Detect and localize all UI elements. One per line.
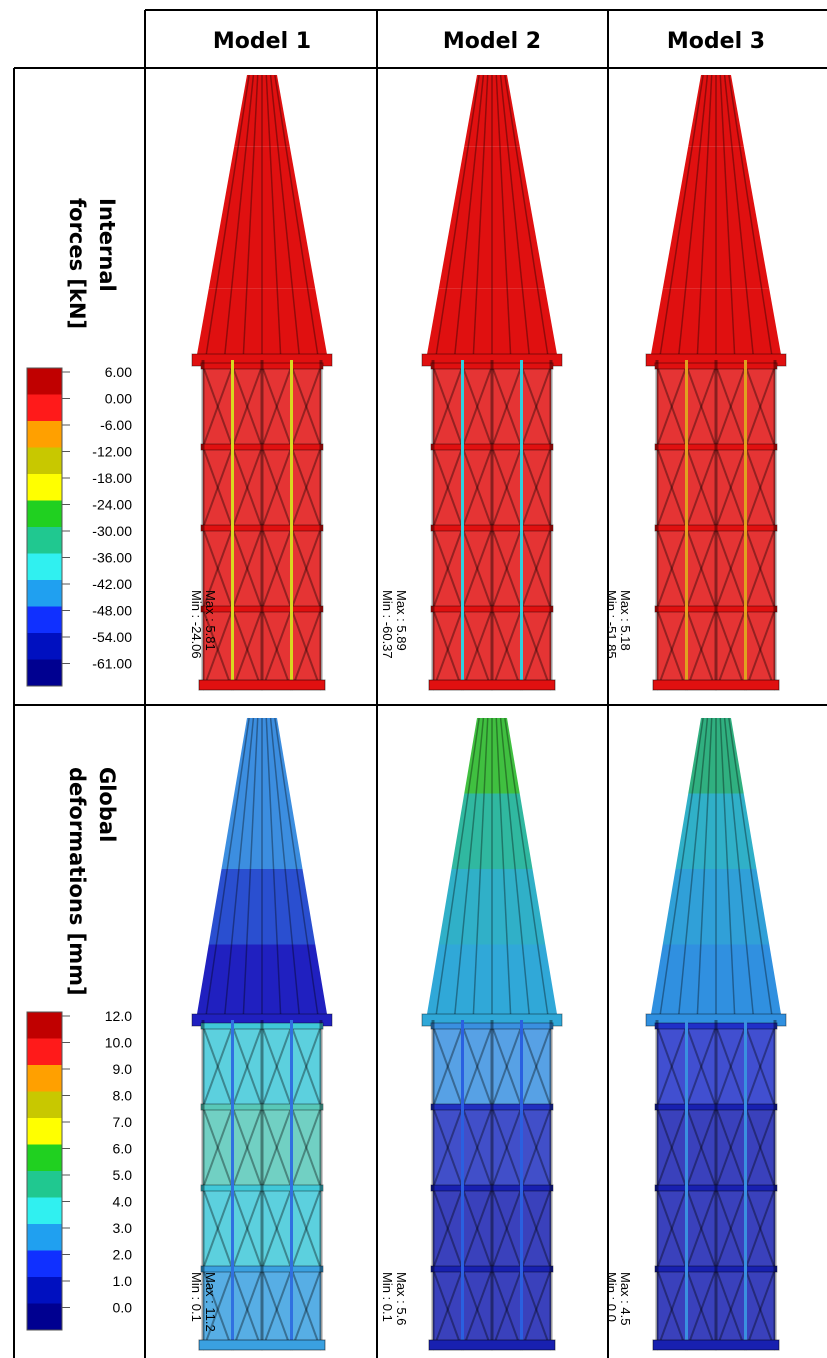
max-value: Max : 11.2 (203, 1272, 218, 1332)
legend-swatch (27, 1171, 62, 1198)
legend-swatch (27, 501, 62, 528)
tower-base (199, 1340, 325, 1350)
row-label: forces [kN] (65, 198, 89, 329)
column-header: Model 2 (443, 29, 541, 54)
legend-swatch (27, 1145, 62, 1172)
min-value: Min : 0.0 (604, 1272, 619, 1322)
legend-swatch (27, 1251, 62, 1278)
legend-swatch (27, 448, 62, 475)
row-label: deformations [mm] (65, 767, 89, 996)
tower-model (646, 718, 786, 1350)
tower-base (199, 680, 325, 690)
legend-label: 5.0 (113, 1167, 133, 1183)
legend-swatch (27, 554, 62, 581)
legend-label: 6.00 (105, 364, 132, 380)
legend-label: 2.0 (113, 1247, 133, 1263)
tower-base (653, 680, 779, 690)
legend-label: 3.0 (113, 1220, 133, 1236)
legend-label: -18.00 (92, 470, 132, 486)
legend-swatch (27, 607, 62, 634)
legend-label: -30.00 (92, 523, 132, 539)
legend-label: -48.00 (92, 603, 132, 619)
legend-label: 0.00 (105, 391, 132, 407)
min-value: Min : -51.85 (604, 590, 619, 659)
max-value: Max : 5.81 (203, 590, 218, 651)
legend-label: 9.0 (113, 1061, 133, 1077)
tower-model (422, 718, 562, 1350)
min-value: Min : -60.37 (380, 590, 395, 659)
row-label: Global (95, 767, 119, 842)
legend-label: -24.00 (92, 497, 132, 513)
legend-swatch (27, 1304, 62, 1331)
legend-label: -61.00 (92, 656, 132, 672)
legend-swatch (27, 580, 62, 607)
legend-label: 0.0 (113, 1300, 133, 1316)
tower-model (646, 75, 786, 690)
legend-swatch (27, 1065, 62, 1092)
legend-swatch (27, 660, 62, 687)
column-header: Model 3 (667, 29, 765, 54)
max-value: Max : 4.5 (618, 1272, 633, 1325)
min-value: Min : 0.1 (189, 1272, 204, 1322)
legend-label: -36.00 (92, 550, 132, 566)
tower-base (429, 1340, 555, 1350)
legend-swatch (27, 1092, 62, 1119)
legend-label: 8.0 (113, 1088, 133, 1104)
legend-label: 1.0 (113, 1273, 133, 1289)
max-value: Max : 5.18 (618, 590, 633, 651)
tower-base (653, 1340, 779, 1350)
legend-label: -54.00 (92, 629, 132, 645)
row-label: Internal (95, 198, 119, 292)
column-header: Model 1 (213, 29, 311, 54)
tower-model (192, 718, 332, 1350)
max-value: Max : 5.89 (394, 590, 409, 651)
legend-swatch (27, 1039, 62, 1066)
legend-label: 6.0 (113, 1141, 133, 1157)
min-value: Min : -24.06 (189, 590, 204, 659)
tower-model (422, 75, 562, 690)
legend-swatch (27, 368, 62, 395)
legend-swatch (27, 527, 62, 554)
legend-swatch (27, 421, 62, 448)
legend-label: -12.00 (92, 444, 132, 460)
legend-label: 12.0 (105, 1008, 132, 1024)
legend-swatch (27, 1198, 62, 1225)
max-value: Max : 5.6 (394, 1272, 409, 1325)
legend-label: -6.00 (100, 417, 132, 433)
legend-swatch (27, 1224, 62, 1251)
legend-label: 10.0 (105, 1035, 132, 1051)
legend-label: 7.0 (113, 1114, 133, 1130)
legend-swatch (27, 1118, 62, 1145)
legend-swatch (27, 474, 62, 501)
legend-swatch (27, 1012, 62, 1039)
legend-label: 4.0 (113, 1194, 133, 1210)
legend-swatch (27, 395, 62, 422)
legend-swatch (27, 1277, 62, 1304)
figure-table: Model 1 Model 2 Model 3 Internalforces [kN]… (0, 0, 827, 1358)
min-value: Min : 0.1 (380, 1272, 395, 1322)
tower-base (429, 680, 555, 690)
legend-swatch (27, 633, 62, 660)
legend-label: -42.00 (92, 576, 132, 592)
